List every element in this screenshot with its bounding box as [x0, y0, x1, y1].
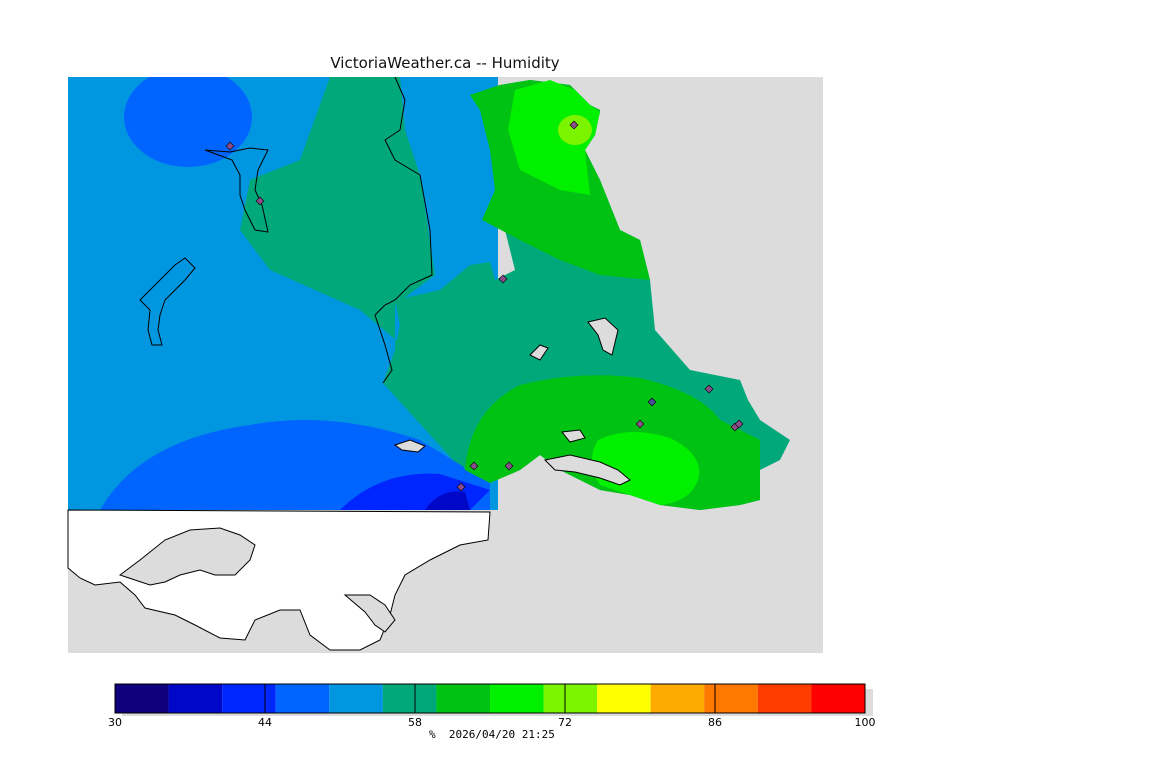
colorbar-tick-label: 30: [108, 716, 122, 729]
colorbar-bin-9: [597, 684, 651, 713]
colorbar-tick-label: 44: [258, 716, 272, 729]
station-marker-icon: [255, 196, 265, 206]
colorbar-bin-3: [275, 684, 330, 713]
station-marker-icon: [569, 120, 579, 130]
colorbar-tick-label: 100: [854, 716, 876, 729]
station-marker-icon: [456, 482, 466, 492]
station-markers: [225, 120, 744, 492]
colorbar-bin-4: [329, 684, 383, 713]
colorbar-tick-label: 58: [408, 716, 422, 729]
south-island-2: [343, 594, 396, 633]
lake-1: [587, 317, 619, 356]
inlet-esquimalt: [561, 429, 586, 443]
colorbar-tick-label: 72: [558, 716, 572, 729]
station-marker-icon: [635, 419, 645, 429]
mid-island-outline: [393, 439, 426, 453]
coastline-east: [374, 76, 433, 384]
colorbar-bin-7: [490, 684, 544, 713]
station-marker-icon: [469, 461, 479, 471]
colorbar-bin-13: [811, 684, 865, 713]
west-island-outline: [139, 257, 196, 346]
colorbar-frame: [114, 683, 866, 714]
station-marker-icon: [734, 419, 744, 429]
nw-island-outline: [204, 147, 269, 233]
colorbar-bin-0: [115, 684, 169, 713]
colorbar-bin-1: [168, 684, 223, 713]
colorbar-bin-8: [543, 684, 598, 713]
station-marker-icon: [225, 141, 235, 151]
colorbar-bin-6: [436, 684, 490, 713]
colorbar-bin-11: [704, 684, 758, 713]
colorbar-bin-12: [757, 684, 812, 713]
humidity-field-east: [395, 80, 790, 510]
station-marker-icon: [647, 397, 657, 407]
colorbar-bin-5: [382, 684, 437, 713]
station-marker-icon: [704, 384, 714, 394]
colorbar-bin-10: [650, 684, 705, 713]
colorbar-tick-label: 86: [708, 716, 722, 729]
map-title: VictoriaWeather.ca -- Humidity: [330, 54, 560, 72]
san-juan-island: [118, 527, 256, 586]
inlet-portage: [543, 454, 631, 486]
lake-2: [529, 344, 549, 361]
colorbar-bin-2: [222, 684, 276, 713]
station-marker-icon: [504, 461, 514, 471]
station-marker-icon: [498, 274, 508, 284]
colorbar-caption: % 2026/04/20 21:25: [429, 728, 555, 741]
